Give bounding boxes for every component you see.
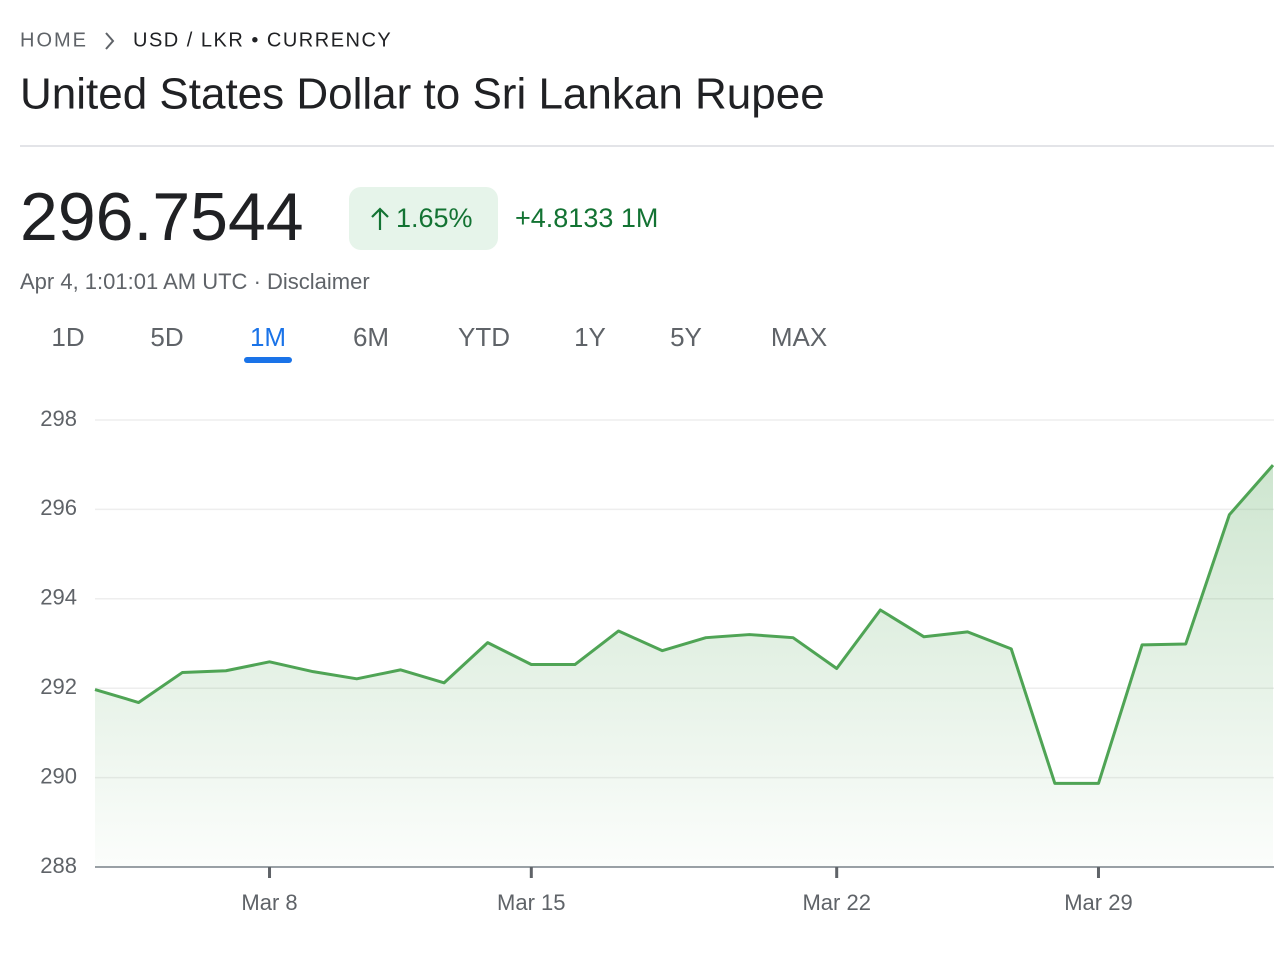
range-tab[interactable]: 1M: [250, 322, 286, 352]
y-tick-label: 294: [40, 585, 77, 610]
y-tick-label: 292: [40, 674, 77, 699]
range-tab[interactable]: 1Y: [574, 322, 606, 352]
area-fill: [95, 465, 1273, 867]
y-tick-label: 288: [40, 853, 77, 878]
range-tab[interactable]: 1D: [51, 322, 84, 352]
breadcrumb-home[interactable]: HOME: [20, 29, 88, 51]
range-tabs: 1D 5D 1M 6M YTD 1Y 5Y MAX: [51, 322, 827, 363]
x-tick-label: Mar 29: [1064, 890, 1132, 915]
chart: 288 290 292 294 296 298 Mar 8 Mar 15 Mar 22 Mar 2…: [40, 406, 1274, 915]
range-tab[interactable]: MAX: [771, 322, 827, 352]
x-tick-label: Mar 22: [802, 890, 870, 915]
change-badge: [349, 187, 498, 250]
breadcrumb-current: USD / LKR • CURRENCY: [133, 29, 392, 51]
y-tick-label: 290: [40, 763, 77, 788]
separator: ·: [254, 269, 261, 294]
timestamp: Apr 4, 1:01:01 AM UTC · Disclaimer: [20, 269, 370, 294]
breadcrumb-chevron: [105, 32, 115, 50]
price: 296.7544: [20, 179, 304, 255]
range-tab[interactable]: 6M: [353, 322, 389, 352]
page-title: United States Dollar to Sri Lankan Rupee: [20, 70, 825, 119]
x-tick-label: Mar 15: [497, 890, 565, 915]
price-line: [94, 464, 1274, 785]
tab-underline: [244, 357, 292, 363]
y-tick-label: 298: [40, 406, 77, 431]
y-tick-label: 296: [40, 495, 77, 520]
range-tab[interactable]: 5D: [150, 322, 183, 352]
x-tick-label: Mar 8: [241, 890, 297, 915]
up-arrow: [371, 207, 389, 230]
change-percent: 1.65%: [396, 203, 473, 233]
range-tab[interactable]: 5Y: [670, 322, 702, 352]
change-value: +4.8133 1M: [515, 203, 658, 233]
range-tab[interactable]: YTD: [458, 322, 510, 352]
disclaimer-link[interactable]: Disclaimer: [267, 269, 370, 294]
timestamp-text: Apr 4, 1:01:01 AM UTC: [20, 269, 248, 294]
